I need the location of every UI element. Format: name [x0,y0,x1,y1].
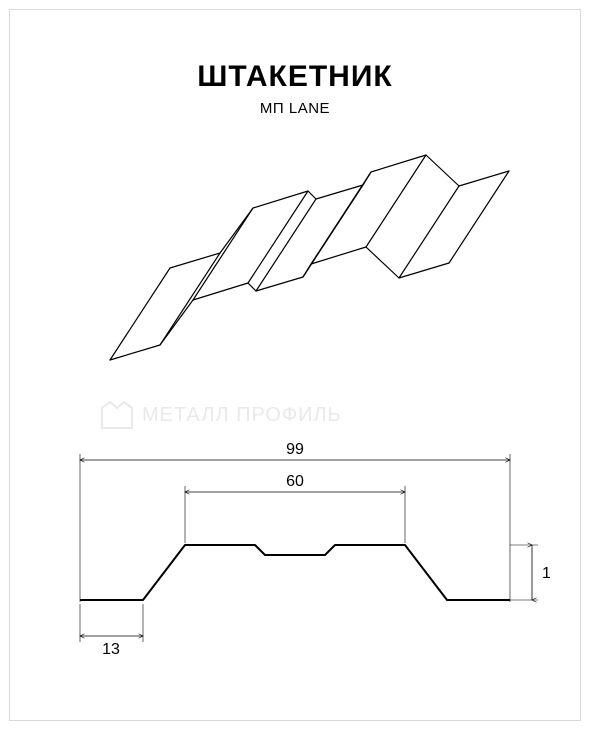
profile-outline [80,545,510,600]
dim-top-width-label: 60 [286,473,304,490]
cross-section-view: 99 60 16 13 [0,440,590,680]
brand-watermark: МЕТАЛЛ ПРОФИЛЬ [100,400,342,430]
dim-overall-width-label: 99 [286,441,304,458]
dim-flange: 13 [80,604,143,658]
brand-logo-icon [100,400,134,430]
product-subtitle: МП LANE [0,100,590,117]
product-title: ШТАКЕТНИК [0,60,590,94]
dim-height-label: 16 [542,565,550,582]
dim-flange-label: 13 [102,641,120,658]
dim-height: 16 [510,545,550,600]
isometric-view [0,150,590,400]
dim-overall-width: 99 [80,441,510,602]
dim-top-width: 60 [185,473,405,543]
brand-watermark-text: МЕТАЛЛ ПРОФИЛЬ [142,404,342,427]
